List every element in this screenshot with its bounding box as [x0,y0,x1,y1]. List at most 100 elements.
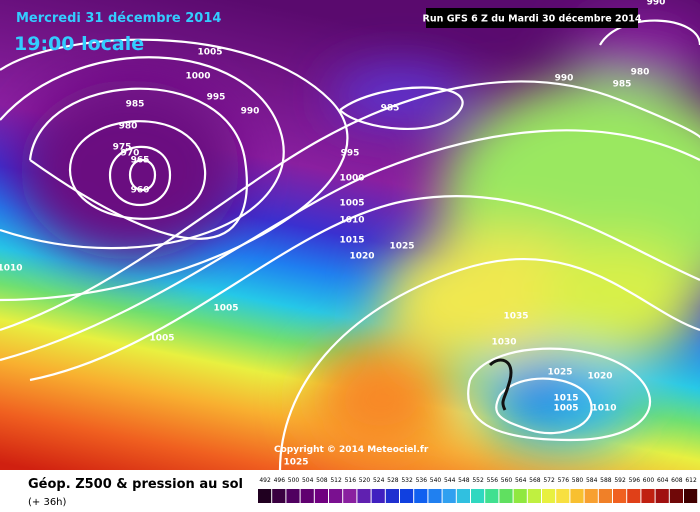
legend-swatch [414,489,428,503]
legend-label: 588 [600,477,612,484]
isobar-label: 965 [131,156,150,166]
legend-swatch [570,489,584,503]
legend-label: 532 [401,477,413,484]
legend-label: 592 [614,477,626,484]
legend-swatch [300,489,314,503]
legend-swatch [556,489,570,503]
legend-swatch [669,489,683,503]
legend-label: 564 [515,477,527,484]
isobar-label: 1000 [185,72,210,82]
isobar-label: 1015 [339,236,364,246]
isobar-label: 1010 [591,404,616,414]
legend-label: 552 [472,477,484,484]
legend-swatch [598,489,612,503]
legend-swatch [357,489,371,503]
legend-swatch [428,489,442,503]
legend-swatch [584,489,598,503]
legend-swatch [385,489,399,503]
isobar-label: 985 [613,80,632,90]
isobar-label: 995 [341,149,360,159]
isobar-label: 1010 [339,216,364,226]
legend-label: 524 [373,477,385,484]
legend-swatch [655,489,669,503]
legend-label: 576 [558,477,570,484]
legend-swatch [286,489,300,503]
legend-label: 512 [330,477,342,484]
isobar-label: 985 [126,100,145,110]
legend-swatch [485,489,499,503]
map-field [0,0,700,470]
isobar-label: 1020 [349,252,374,262]
isobar-label: 975 [113,143,132,153]
legend-swatch [613,489,627,503]
legend-swatch [471,489,485,503]
legend-label: 544 [444,477,456,484]
legend-label: 560 [501,477,513,484]
legend-swatch [684,489,698,503]
footer-subtitle: (+ 36h) [28,497,67,508]
legend-label: 600 [643,477,655,484]
legend-label: 548 [458,477,470,484]
legend-label: 572 [543,477,555,484]
legend-swatch [527,489,541,503]
legend-label: 520 [359,477,371,484]
isobar-label: 970 [121,149,140,159]
footer-title: Géop. Z500 & pression au sol [28,477,243,492]
isobar-label: 1005 [213,304,238,314]
legend-label: 492 [259,477,271,484]
isobar-label: 1025 [283,458,308,468]
legend-label: 504 [302,477,314,484]
legend-swatch [542,489,556,503]
legend-label: 596 [629,477,641,484]
legend-swatch [456,489,470,503]
legend-label: 556 [487,477,499,484]
legend-label: 508 [316,477,328,484]
time: 19:00 locale [14,33,144,55]
isobar-label: 980 [631,68,650,78]
legend-label: 516 [345,477,357,484]
legend-swatch [329,489,343,503]
isobar-label: 990 [555,74,574,84]
isobar-label: 995 [207,93,226,103]
isobar-label: 1030 [491,338,516,348]
isobar-label: 1005 [197,48,222,58]
legend-label: 540 [430,477,442,484]
legend-swatch [627,489,641,503]
legend-label: 604 [657,477,669,484]
legend-swatch [641,489,655,503]
legend-label: 496 [274,477,286,484]
copyright: Copyright © 2014 Meteociel.fr [274,445,429,455]
legend-label: 612 [685,477,697,484]
legend-label: 580 [572,477,584,484]
isobar-label: 1000 [339,174,364,184]
legend-swatch [371,489,385,503]
isobar-label: 990 [241,107,260,117]
isobar-label: 1025 [389,242,414,252]
legend-swatch [272,489,286,503]
isobar-label: 960 [131,186,150,196]
run-info: Run GFS 6 Z du Mardi 30 décembre 2014 [423,14,642,25]
isobar-label: 985 [381,104,400,114]
legend-swatch [400,489,414,503]
legend-swatch [513,489,527,503]
date: Mercredi 31 décembre 2014 [16,11,221,26]
legend-swatch [499,489,513,503]
color-legend: 492 496 500 504 508 512 516 520 524 528 532 536 540 5… [258,477,698,503]
legend-label: 500 [288,477,300,484]
legend-label: 584 [586,477,598,484]
legend-label: 528 [387,477,399,484]
isobar-label: 980 [119,122,138,132]
isobar-label: 1005 [149,334,174,344]
isobar-label: 1035 [503,312,528,322]
legend-label: 536 [416,477,428,484]
isobar-label: 1020 [587,372,612,382]
legend-swatch [442,489,456,503]
legend-swatch [258,489,272,503]
isobar-label: 1005 [553,404,578,414]
isobar-label: 1025 [547,368,572,378]
legend-label: 608 [671,477,683,484]
isobar-label: 1005 [339,199,364,209]
